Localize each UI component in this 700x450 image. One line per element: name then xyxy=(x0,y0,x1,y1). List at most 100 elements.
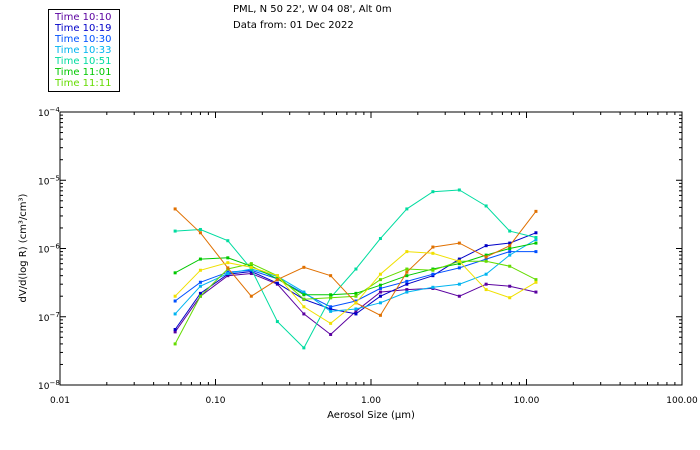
data-point xyxy=(249,267,253,271)
data-point xyxy=(226,239,230,243)
series-5 xyxy=(173,188,538,350)
data-point xyxy=(405,290,409,294)
data-point xyxy=(534,231,538,235)
legend: Time 10:10 Time 10:19 Time 10:30 Time 10:33… xyxy=(48,9,120,92)
data-point xyxy=(457,262,461,266)
data-point xyxy=(198,294,202,298)
data-point xyxy=(378,272,382,276)
data-point xyxy=(354,301,358,305)
data-point xyxy=(508,250,512,254)
x-axis-label: Aerosol Size (µm) xyxy=(327,410,415,421)
data-point xyxy=(431,251,435,255)
data-point xyxy=(484,255,488,259)
data-point xyxy=(484,259,488,263)
data-point xyxy=(534,278,538,282)
data-point xyxy=(457,294,461,298)
legend-item: Time 11:11 xyxy=(55,78,112,89)
data-point xyxy=(275,320,279,324)
data-point xyxy=(484,204,488,208)
legend-item: Time 10:19 xyxy=(55,23,112,34)
data-point xyxy=(226,256,230,260)
data-point xyxy=(484,272,488,276)
data-point xyxy=(378,286,382,290)
data-point xyxy=(508,284,512,288)
y-tick-label: 10−8 xyxy=(38,379,60,392)
legend-item: Time 11:01 xyxy=(55,67,112,78)
y-tick-label: 10−5 xyxy=(38,174,60,187)
data-point xyxy=(329,309,333,313)
data-point xyxy=(329,274,333,278)
data-point xyxy=(354,307,358,311)
series-9 xyxy=(173,250,538,325)
data-point xyxy=(249,265,253,269)
legend-item: Time 10:51 xyxy=(55,56,112,67)
data-point xyxy=(431,190,435,194)
data-point xyxy=(329,296,333,300)
data-point xyxy=(457,257,461,261)
data-point xyxy=(354,267,358,271)
series-line xyxy=(174,251,536,308)
data-point xyxy=(173,294,177,298)
data-point xyxy=(275,274,279,278)
x-tick-label: 10.00 xyxy=(514,396,540,406)
data-point xyxy=(378,278,382,282)
data-point xyxy=(508,241,512,245)
y-tick-label: 10−4 xyxy=(38,106,60,119)
data-point xyxy=(302,297,306,301)
data-point xyxy=(431,268,435,272)
x-tick-label: 0.01 xyxy=(50,396,70,406)
data-point xyxy=(405,274,409,278)
data-point xyxy=(378,301,382,305)
data-point xyxy=(508,253,512,257)
legend-item: Time 10:30 xyxy=(55,34,112,45)
data-point xyxy=(173,299,177,303)
series-layer xyxy=(173,188,538,350)
data-point xyxy=(378,290,382,294)
data-point xyxy=(484,257,488,261)
data-point xyxy=(173,342,177,346)
data-point xyxy=(457,259,461,263)
data-point xyxy=(405,207,409,211)
data-point xyxy=(534,250,538,254)
data-point xyxy=(302,293,306,297)
data-point xyxy=(198,268,202,272)
data-point xyxy=(354,309,358,313)
data-point xyxy=(302,305,306,309)
data-point xyxy=(534,290,538,294)
data-point xyxy=(508,247,512,250)
data-point xyxy=(378,294,382,298)
data-point xyxy=(226,272,230,276)
data-point xyxy=(457,188,461,192)
y-tick-label: 10−6 xyxy=(38,243,60,256)
data-point xyxy=(198,231,202,235)
data-point xyxy=(198,257,202,261)
data-point xyxy=(302,290,306,294)
data-point xyxy=(378,283,382,287)
data-point xyxy=(484,253,488,257)
data-point xyxy=(534,238,538,242)
data-point xyxy=(534,241,538,245)
plot-area xyxy=(59,111,683,386)
data-point xyxy=(249,272,253,276)
y-axis-label: dV/d(log R) (cm³/cm³) xyxy=(18,193,29,302)
data-point xyxy=(173,312,177,316)
data-point xyxy=(249,262,253,266)
data-point xyxy=(457,282,461,286)
data-point xyxy=(249,294,253,298)
data-point xyxy=(484,244,488,248)
data-point xyxy=(405,250,409,254)
data-point xyxy=(457,241,461,245)
legend-item: Time 10:33 xyxy=(55,45,112,56)
data-point xyxy=(354,291,358,295)
data-point xyxy=(354,299,358,303)
data-point xyxy=(329,332,333,336)
data-point xyxy=(198,284,202,288)
x-tick-label: 1.00 xyxy=(361,396,381,406)
data-point xyxy=(226,266,230,270)
data-point xyxy=(508,296,512,300)
data-point xyxy=(173,207,177,211)
data-point xyxy=(484,288,488,292)
data-point xyxy=(198,291,202,295)
data-point xyxy=(405,267,409,271)
